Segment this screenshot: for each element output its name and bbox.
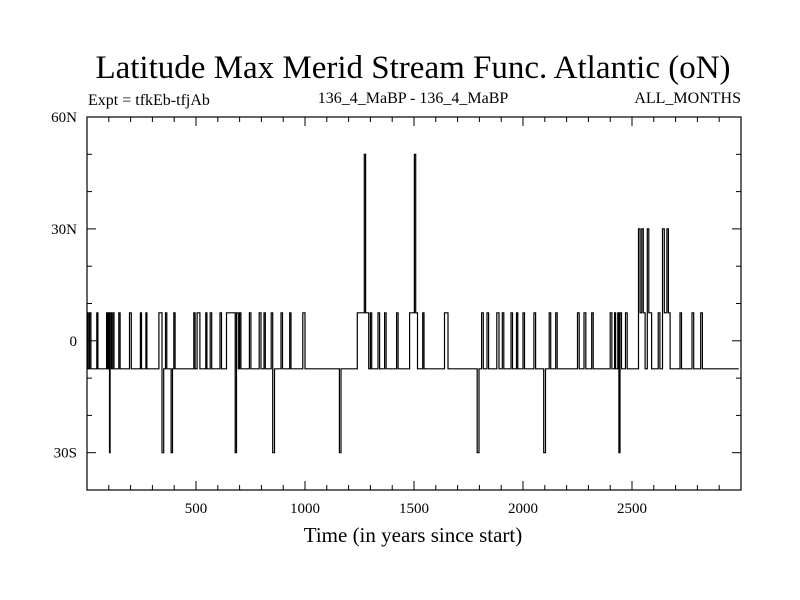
- months-label: ALL_MONTHS: [634, 90, 741, 107]
- y-tick-label: 30N: [51, 222, 77, 238]
- plot-frame: [86, 116, 742, 491]
- run-label: 136_4_MaBP - 136_4_MaBP: [318, 90, 509, 107]
- x-axis-label: Time (in years since start): [304, 523, 523, 547]
- axis-ticks: [87, 117, 741, 490]
- y-tick-label: 0: [70, 334, 78, 350]
- x-tick-label: 2500: [617, 501, 647, 517]
- x-tick-label: 2000: [508, 501, 538, 517]
- y-tick-label: 60N: [51, 110, 77, 126]
- plot-series: [87, 153, 739, 454]
- tick-labels: 500 1000 1500 2000 2500 30S 0 30N 60N: [51, 110, 647, 517]
- y-tick-label: 30S: [54, 446, 77, 462]
- series-line-0: [87, 153, 739, 454]
- x-tick-label: 500: [185, 501, 208, 517]
- x-tick-label: 1000: [290, 501, 320, 517]
- chart-title: Latitude Max Merid Stream Func. Atlantic…: [95, 50, 730, 86]
- experiment-label: Expt = tfkEb-tfjAb: [88, 92, 210, 109]
- x-tick-label: 1500: [399, 501, 429, 517]
